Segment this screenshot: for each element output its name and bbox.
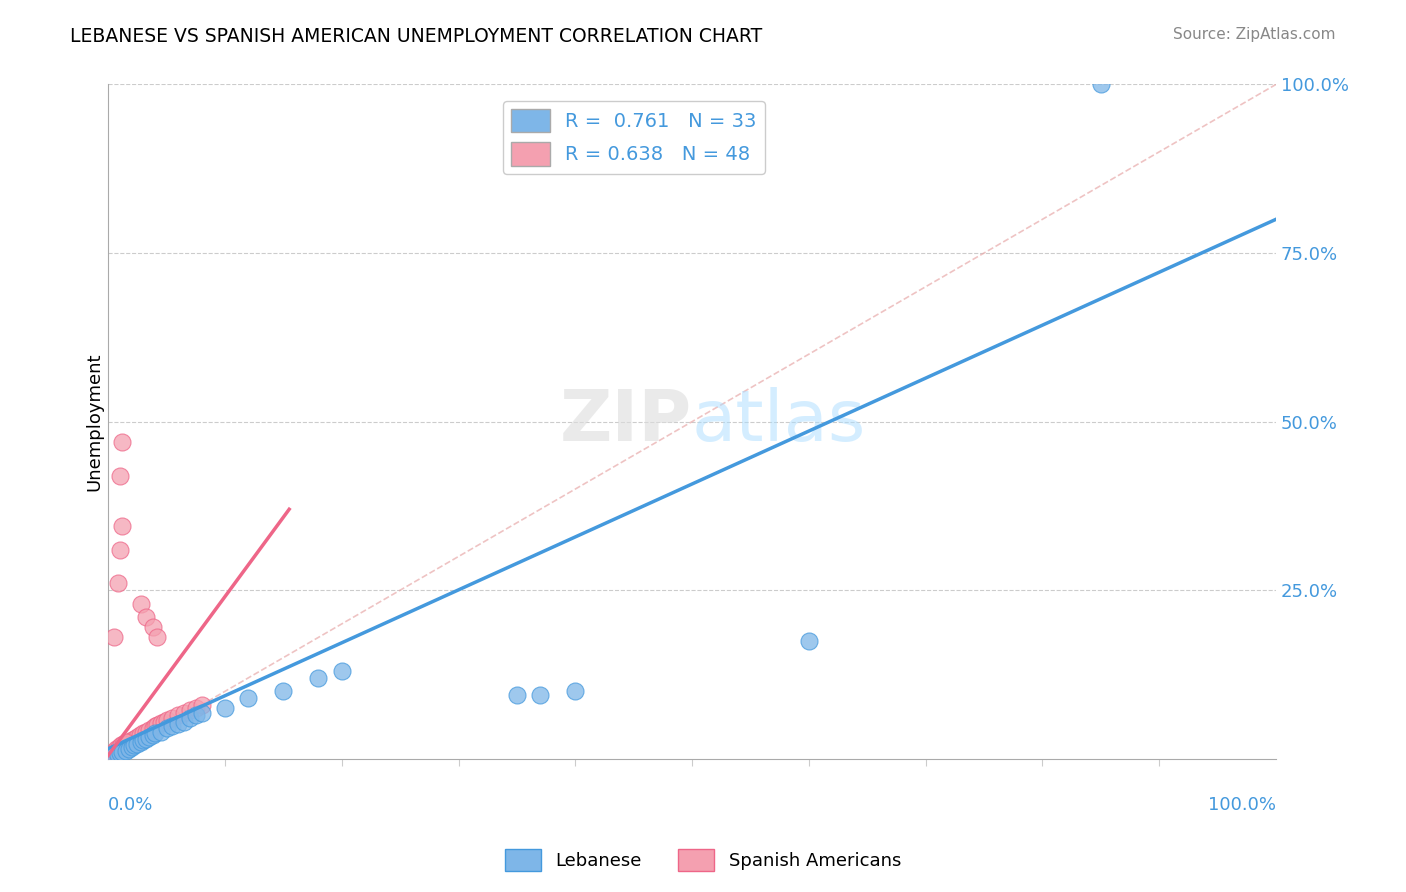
Point: [167, 716, 190, 731]
Point: [132, 732, 155, 747]
Point: [173, 706, 195, 720]
Text: Source: ZipAtlas.com: Source: ZipAtlas.com: [1173, 27, 1336, 42]
Point: [135, 610, 157, 624]
Point: [108, 542, 131, 557]
Point: [797, 633, 820, 648]
Point: [127, 730, 149, 744]
Point: [564, 684, 586, 698]
Point: [121, 739, 143, 754]
Y-axis label: Unemployment: Unemployment: [86, 352, 103, 491]
Point: [330, 664, 353, 678]
Point: [114, 744, 136, 758]
Point: [111, 519, 134, 533]
Point: [184, 708, 207, 723]
Point: [129, 735, 152, 749]
Point: [173, 714, 195, 729]
Point: [100, 748, 122, 763]
Point: [162, 719, 184, 733]
Point: [122, 731, 145, 746]
Point: [307, 671, 329, 685]
Point: [118, 735, 141, 749]
Point: [138, 730, 160, 744]
Point: [105, 741, 128, 756]
Text: ZIP: ZIP: [560, 387, 692, 456]
Point: [108, 468, 131, 483]
Point: [122, 739, 145, 753]
Point: [506, 688, 529, 702]
Point: [108, 744, 131, 758]
Point: [190, 698, 212, 712]
Text: LEBANESE VS SPANISH AMERICAN UNEMPLOYMENT CORRELATION CHART: LEBANESE VS SPANISH AMERICAN UNEMPLOYMEN…: [70, 27, 762, 45]
Text: atlas: atlas: [692, 387, 866, 456]
Point: [132, 726, 155, 740]
Point: [103, 748, 125, 763]
Point: [179, 703, 201, 717]
Point: [142, 620, 165, 634]
Point: [162, 711, 184, 725]
Point: [153, 714, 176, 729]
Point: [127, 737, 149, 751]
Point: [114, 739, 136, 753]
Point: [129, 597, 152, 611]
Point: [107, 748, 129, 763]
Point: [114, 735, 136, 749]
Point: [107, 739, 129, 754]
Point: [103, 631, 125, 645]
Point: [184, 700, 207, 714]
Point: [190, 706, 212, 720]
Point: [115, 737, 138, 751]
Point: [1090, 78, 1112, 92]
Point: [121, 732, 143, 747]
Point: [138, 723, 160, 737]
Point: [146, 718, 169, 732]
Point: [108, 747, 131, 761]
Point: [146, 631, 169, 645]
Point: [135, 724, 157, 739]
Point: [214, 701, 236, 715]
Point: [111, 434, 134, 449]
Text: 100.0%: 100.0%: [1208, 796, 1277, 814]
Point: [118, 741, 141, 756]
Point: [110, 739, 132, 753]
Point: [149, 716, 172, 731]
Point: [273, 684, 295, 698]
Point: [238, 691, 260, 706]
Point: [111, 745, 134, 759]
Point: [112, 737, 135, 751]
Point: [107, 745, 129, 759]
Point: [105, 747, 128, 761]
Point: [128, 728, 150, 742]
Point: [135, 731, 157, 746]
Point: [155, 722, 177, 736]
Text: 0.0%: 0.0%: [108, 796, 153, 814]
Point: [149, 724, 172, 739]
Point: [155, 713, 177, 727]
Point: [143, 719, 166, 733]
Point: [107, 576, 129, 591]
Point: [142, 722, 165, 736]
Point: [142, 728, 165, 742]
Point: [111, 741, 134, 756]
Point: [167, 708, 190, 723]
Legend: Lebanese, Spanish Americans: Lebanese, Spanish Americans: [498, 842, 908, 879]
Point: [143, 726, 166, 740]
Point: [179, 711, 201, 725]
Point: [101, 747, 124, 761]
Point: [529, 688, 551, 702]
Legend: R =  0.761   N = 33, R = 0.638   N = 48: R = 0.761 N = 33, R = 0.638 N = 48: [503, 101, 765, 174]
Point: [104, 744, 127, 758]
Point: [112, 739, 135, 754]
Point: [103, 748, 125, 763]
Point: [103, 745, 125, 759]
